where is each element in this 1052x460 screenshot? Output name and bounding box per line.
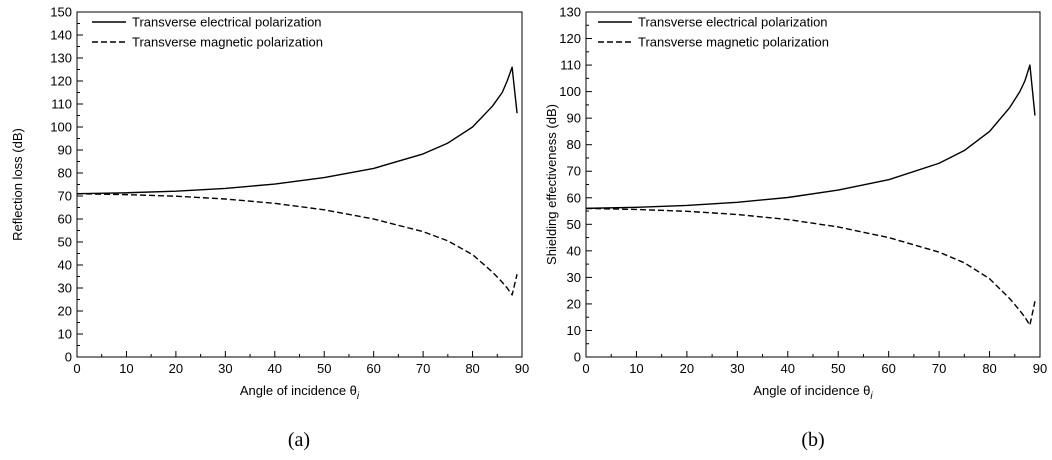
x-tick-label: 60 bbox=[366, 361, 380, 376]
x-tick-label: 80 bbox=[465, 361, 479, 376]
y-tick-label: 110 bbox=[51, 97, 72, 112]
y-tick-label: 110 bbox=[560, 58, 581, 73]
y-tick-label: 30 bbox=[567, 270, 581, 285]
chart-panel-a: 0 10 20 30 40 50 60 70 80 90 0 10 20 30 40 50 60 70 80 90 10… bbox=[10, 5, 529, 452]
series-line-te bbox=[586, 64, 1036, 210]
x-tick-label: 90 bbox=[1033, 361, 1047, 376]
y-tick-label: 60 bbox=[567, 190, 581, 205]
y-tick-label: 90 bbox=[58, 143, 72, 158]
x-tick-label: 30 bbox=[730, 361, 744, 376]
x-tick-label: 30 bbox=[218, 361, 232, 376]
y-tick-label: 80 bbox=[567, 137, 581, 152]
y-tick-label: 130 bbox=[559, 5, 581, 20]
y-tick-label: 70 bbox=[567, 164, 581, 179]
x-tick-label: 80 bbox=[982, 361, 996, 376]
x-tick-label: 70 bbox=[932, 361, 946, 376]
x-tick-label: 20 bbox=[680, 361, 694, 376]
x-axis-label: Angle of incidence θi bbox=[753, 383, 873, 402]
x-tick-label: 90 bbox=[515, 361, 529, 376]
y-tick-label: 0 bbox=[574, 350, 581, 365]
legend-label: Transverse magnetic polarization bbox=[638, 35, 829, 50]
panel-caption: (b) bbox=[801, 429, 824, 451]
x-tick-label: 40 bbox=[268, 361, 282, 376]
y-tick-label: 20 bbox=[567, 296, 581, 311]
y-tick-label: 120 bbox=[50, 74, 72, 89]
y-tick-label: 140 bbox=[50, 28, 72, 43]
x-tick-label: 10 bbox=[119, 361, 133, 376]
y-tick-label: 50 bbox=[58, 235, 72, 250]
x-tick-label: 50 bbox=[317, 361, 331, 376]
x-tick-label: 0 bbox=[582, 361, 589, 376]
x-tick-label: 40 bbox=[781, 361, 795, 376]
y-tick-label: 10 bbox=[58, 327, 72, 342]
y-tick-label: 60 bbox=[58, 212, 72, 227]
y-tick-label: 150 bbox=[50, 5, 72, 20]
legend-label: Transverse electrical polarization bbox=[638, 15, 828, 30]
x-axis-label: Angle of incidence θi bbox=[240, 383, 360, 402]
legend-label: Transverse electrical polarization bbox=[132, 15, 322, 30]
chart-panel-b: 0 10 20 30 40 50 60 70 80 90 0 10 20 30 40 50 60 70 80 90 10… bbox=[544, 5, 1047, 452]
y-tick-label: 10 bbox=[567, 323, 581, 338]
x-tick-label: 10 bbox=[629, 361, 643, 376]
panel-caption: (a) bbox=[288, 429, 310, 451]
x-tick-label: 60 bbox=[881, 361, 895, 376]
series-line-tm bbox=[77, 193, 518, 296]
x-tick-label: 20 bbox=[169, 361, 183, 376]
series-line-tm bbox=[586, 207, 1036, 326]
plot-frame bbox=[76, 11, 523, 358]
y-tick-label: 30 bbox=[58, 281, 72, 296]
y-tick-label: 40 bbox=[567, 243, 581, 258]
legend-label: Transverse magnetic polarization bbox=[132, 35, 323, 50]
y-tick-label: 0 bbox=[65, 350, 72, 365]
y-tick-label: 70 bbox=[58, 189, 72, 204]
y-tick-label: 40 bbox=[58, 258, 72, 273]
y-tick-label: 120 bbox=[559, 31, 581, 46]
y-tick-label: 20 bbox=[58, 304, 72, 319]
y-axis-label: Shielding effectiveness (dB) bbox=[544, 104, 559, 265]
x-tick-label: 0 bbox=[73, 361, 80, 376]
y-tick-label: 100 bbox=[559, 84, 581, 99]
y-tick-label: 90 bbox=[567, 111, 581, 126]
y-tick-label: 130 bbox=[50, 51, 72, 66]
y-tick-label: 50 bbox=[567, 217, 581, 232]
x-tick-label: 70 bbox=[416, 361, 430, 376]
y-tick-label: 100 bbox=[50, 120, 72, 135]
y-axis-label: Reflection loss (dB) bbox=[10, 128, 25, 241]
x-tick-label: 50 bbox=[831, 361, 845, 376]
y-tick-label: 80 bbox=[58, 166, 72, 181]
series-line-te bbox=[77, 66, 518, 195]
plot-frame bbox=[585, 11, 1041, 358]
